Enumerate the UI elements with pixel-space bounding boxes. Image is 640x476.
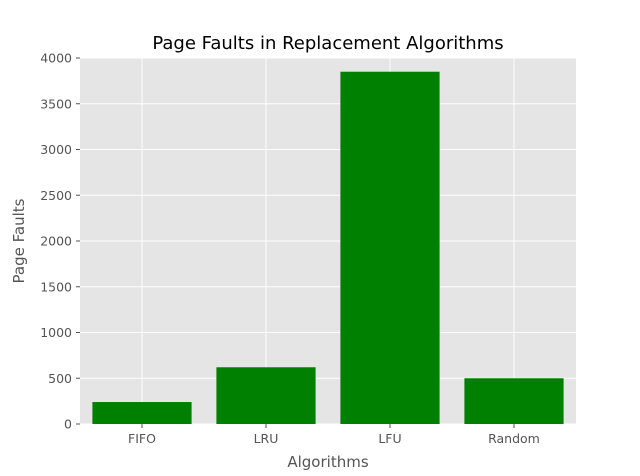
x-axis-label: Algorithms [287,453,368,471]
bar-lru [216,367,316,424]
y-tick-label: 3500 [40,96,72,111]
y-tick-label: 2000 [40,234,72,249]
x-tick-label: FIFO [128,431,156,446]
bar-fifo [92,402,192,424]
y-tick-label: 1000 [40,325,72,340]
gridlines [80,57,576,425]
y-axis-label: Page Faults [10,198,28,283]
y-axis-ticks: 0 500 1000 1500 2000 2500 3000 3500 4000 [40,51,80,432]
bar-lfu [340,71,440,424]
bars [92,71,564,424]
x-tick-label: LRU [254,431,279,446]
bar-random [464,378,564,424]
y-tick-label: 500 [48,371,72,386]
y-tick-label: 2500 [40,188,72,203]
x-tick-label: LFU [378,431,401,446]
x-tick-label: Random [488,431,540,446]
y-tick-label: 3000 [40,142,72,157]
y-tick-label: 0 [64,417,72,432]
y-tick-label: 1500 [40,279,72,294]
chart-title: Page Faults in Replacement Algorithms [152,33,503,54]
y-tick-label: 4000 [40,51,72,66]
x-axis-ticks: FIFO LRU LFU Random [128,424,540,446]
